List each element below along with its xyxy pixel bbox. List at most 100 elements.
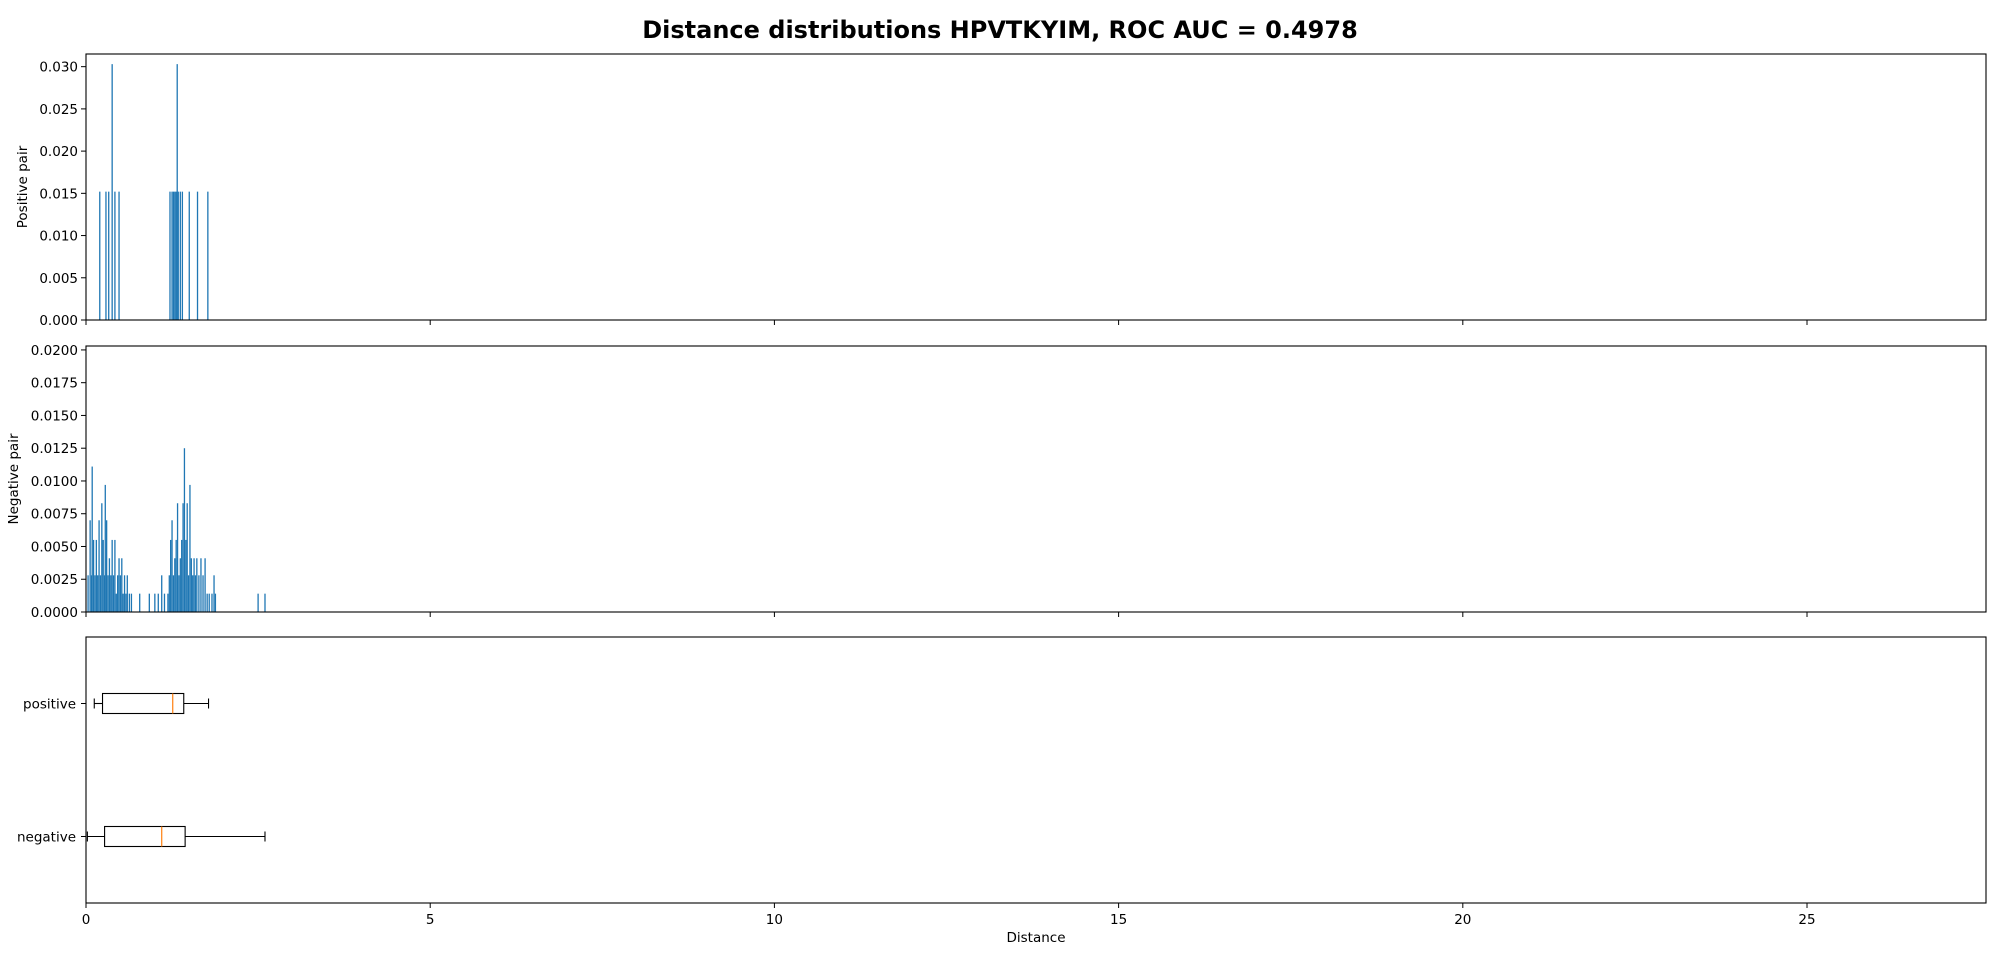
histogram-bar — [192, 575, 194, 612]
histogram-bar — [198, 575, 200, 612]
histogram-bar — [193, 558, 195, 612]
x-tick-label: 0 — [82, 912, 91, 928]
histogram-bar — [202, 575, 204, 612]
y-axis-label: Positive pair — [15, 145, 31, 228]
histogram-bar — [110, 575, 112, 612]
histogram-bar — [154, 593, 156, 612]
y-tick-label: 0.005 — [39, 271, 78, 287]
plot-frame — [85, 345, 1987, 613]
positive-histogram-panel: 0.000 0.005 0.010 0.015 0.020 0.025 0.030 Posit… — [15, 53, 1987, 329]
histogram-bar — [99, 575, 102, 612]
x-tick-label: 5 — [426, 912, 435, 928]
histogram-bar — [174, 558, 176, 612]
histogram-bar — [163, 593, 166, 612]
histogram-bar — [179, 191, 181, 320]
histogram-bar — [148, 593, 150, 612]
histogram-bar — [168, 575, 170, 612]
box-iqr — [104, 825, 186, 848]
y-tick-label: 0.0075 — [31, 507, 78, 523]
negative-histogram-panel: 0.0000 0.0025 0.0050 0.0075 0.0100 0.0125 0.01… — [6, 343, 1987, 621]
y-tick-label: 0.0125 — [31, 441, 78, 457]
y-tick-label: 0.025 — [39, 102, 78, 118]
histogram-bar — [114, 191, 116, 320]
histogram-bar — [118, 558, 120, 612]
x-tick-label: 15 — [1110, 912, 1127, 928]
histogram-bar — [89, 520, 91, 612]
histogram-bar — [90, 575, 93, 612]
histogram-bar — [190, 558, 192, 612]
histogram-bar — [87, 575, 89, 612]
histogram-bar — [107, 575, 109, 612]
histogram-bar — [181, 191, 184, 320]
y-tick-label: 0.020 — [39, 144, 78, 160]
histogram-bar — [188, 191, 190, 320]
y-tick-label: 0.000 — [39, 313, 78, 329]
histogram-bar — [123, 575, 126, 612]
boxplot-positive — [93, 692, 210, 715]
histogram-bar — [206, 593, 208, 612]
histogram-bar — [172, 575, 175, 612]
histogram-bar — [214, 593, 217, 612]
y-axis-label: Negative pair — [6, 433, 22, 524]
histogram-bar — [119, 575, 122, 612]
histogram-bar — [106, 520, 108, 612]
histogram-bar — [101, 503, 103, 612]
histogram-bar — [97, 575, 99, 612]
histogram-bar — [185, 539, 187, 612]
histogram-bar — [172, 191, 175, 320]
y-tick-label: 0.010 — [39, 229, 78, 245]
histogram-bar — [178, 575, 180, 612]
y-tick-label: 0.015 — [39, 186, 78, 202]
x-tick-label: 25 — [1798, 912, 1815, 928]
plot-frame — [85, 53, 1987, 321]
histogram-bar — [95, 539, 97, 612]
histogram-bar — [170, 539, 172, 612]
histogram-bar — [186, 503, 188, 612]
y-tick-label: 0.030 — [39, 60, 78, 76]
histogram-bar — [200, 558, 202, 612]
histogram-bar — [174, 191, 176, 320]
plot-frame — [85, 636, 1987, 904]
y-tick-label: 0.0175 — [31, 376, 78, 392]
histogram-bar — [171, 191, 173, 320]
y-tick-label: 0.0200 — [31, 343, 78, 359]
histogram-bar — [130, 593, 133, 612]
histogram-bar — [169, 191, 171, 320]
histogram-bar — [181, 539, 183, 612]
histogram-bar — [177, 191, 179, 320]
category-label: positive — [23, 697, 76, 713]
histogram-bar — [103, 575, 106, 612]
x-tick-label: 10 — [766, 912, 783, 928]
histogram-bar — [157, 593, 159, 612]
histogram-bar — [108, 558, 111, 612]
chart-title: Distance distributions HPVTKYIM, ROC AUC… — [642, 16, 1358, 44]
histogram-bar — [213, 575, 215, 612]
histogram-bar — [211, 593, 213, 612]
histogram-bar — [257, 593, 259, 612]
histogram-bar — [111, 539, 113, 612]
histogram-bar — [99, 191, 101, 320]
histogram-bar — [98, 520, 100, 612]
histogram-bar — [104, 484, 106, 612]
boxplot-panel: positive negative 0 5 10 15 20 25 Distance — [17, 636, 1987, 946]
histogram-bar — [175, 539, 177, 612]
y-tick-label: 0.0000 — [31, 605, 78, 621]
histogram-bar — [114, 539, 116, 612]
x-axis-label: Distance — [1006, 930, 1065, 946]
histogram-bar — [102, 539, 104, 612]
y-tick-label: 0.0100 — [31, 474, 78, 490]
histogram-bar — [176, 64, 178, 320]
histogram-bar — [128, 593, 131, 612]
histogram-bar — [112, 575, 115, 612]
histogram-bar — [125, 593, 127, 612]
histogram-bar — [117, 575, 119, 612]
histogram-bar — [94, 575, 96, 612]
boxplot-negative — [86, 825, 266, 848]
histogram-bar — [179, 558, 181, 612]
histogram-bar — [139, 593, 141, 612]
histogram-bar — [161, 575, 163, 612]
y-tick-label: 0.0150 — [31, 408, 78, 424]
histogram-bar — [183, 448, 186, 612]
histogram-bar — [91, 466, 93, 612]
